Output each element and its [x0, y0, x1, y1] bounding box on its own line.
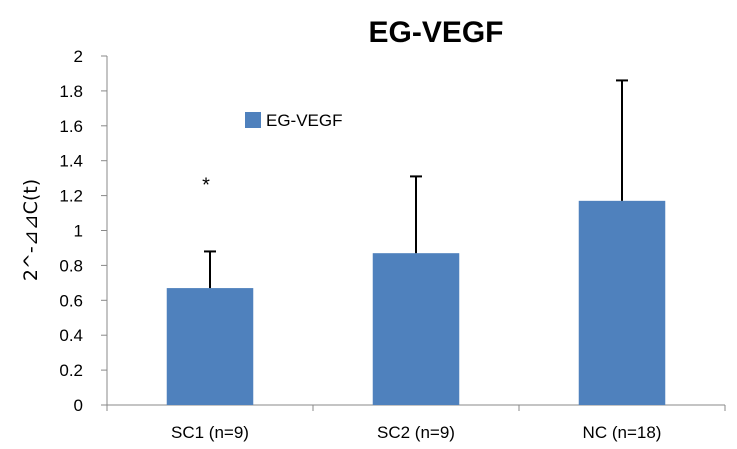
- x-axis: [106, 404, 726, 411]
- y-tick-label: 0: [74, 396, 83, 415]
- y-tick-label: 0.4: [59, 326, 83, 345]
- y-tick-label: 1.4: [59, 152, 83, 171]
- y-tick-label: 1.2: [59, 187, 83, 206]
- y-tick-label: 1.6: [59, 117, 83, 136]
- y-axis-label: 2^-⊿⊿C(t): [20, 179, 42, 281]
- error-bars-group: [204, 79, 628, 289]
- bar: [166, 288, 254, 405]
- legend: EG-VEGF: [245, 111, 343, 130]
- chart-title: EG-VEGF: [368, 16, 503, 49]
- category-label: NC (n=18): [583, 423, 662, 442]
- annotations: *: [202, 174, 210, 196]
- category-label: SC1 (n=9): [171, 423, 249, 442]
- y-tick-label: 0.8: [59, 256, 83, 275]
- significance-marker: *: [202, 174, 210, 196]
- y-tick-label: 1: [74, 222, 83, 241]
- bar: [578, 200, 666, 405]
- legend-swatch: [245, 112, 261, 128]
- legend-label: EG-VEGF: [266, 111, 343, 130]
- y-axis: 0 0.2 0.4 0.6 0.8 1 1.2 1.4 1.6 1.8 2: [59, 47, 108, 415]
- y-tick-label: 2: [74, 47, 83, 66]
- y-tick-label: 0.6: [59, 291, 83, 310]
- bar: [372, 253, 460, 405]
- y-tick-label: 0.2: [59, 361, 83, 380]
- y-tick-label: 1.8: [59, 82, 83, 101]
- category-labels: SC1 (n=9) SC2 (n=9) NC (n=18): [171, 423, 661, 442]
- category-label: SC2 (n=9): [377, 423, 455, 442]
- bars-group: [166, 200, 666, 405]
